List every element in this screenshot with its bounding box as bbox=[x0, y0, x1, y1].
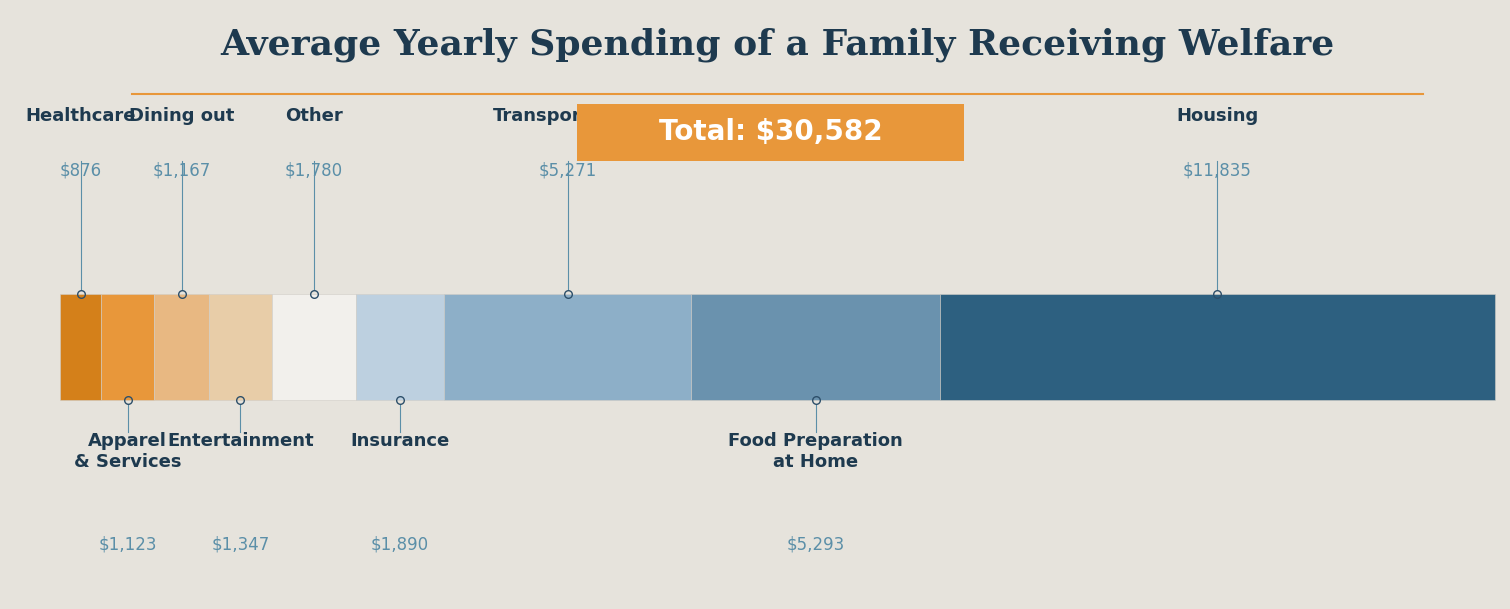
Bar bbox=[154, 294, 208, 401]
Bar bbox=[208, 294, 272, 401]
Text: Average Yearly Spending of a Family Receiving Welfare: Average Yearly Spending of a Family Rece… bbox=[220, 27, 1335, 62]
Text: Transportation: Transportation bbox=[494, 107, 642, 125]
Text: Healthcare: Healthcare bbox=[26, 107, 136, 125]
Text: Other: Other bbox=[285, 107, 343, 125]
Text: $11,835: $11,835 bbox=[1182, 161, 1252, 180]
Text: $1,347: $1,347 bbox=[211, 536, 270, 554]
Text: Housing: Housing bbox=[1176, 107, 1258, 125]
Bar bbox=[939, 294, 1495, 401]
Text: $1,167: $1,167 bbox=[153, 161, 211, 180]
Text: $1,890: $1,890 bbox=[371, 536, 429, 554]
FancyBboxPatch shape bbox=[577, 104, 963, 161]
Text: Dining out: Dining out bbox=[128, 107, 234, 125]
Text: $1,123: $1,123 bbox=[98, 536, 157, 554]
Text: Total: $30,582: Total: $30,582 bbox=[658, 119, 882, 146]
Text: $5,293: $5,293 bbox=[787, 536, 844, 554]
Text: Insurance: Insurance bbox=[350, 432, 450, 451]
Text: Entertainment: Entertainment bbox=[168, 432, 314, 451]
Bar bbox=[101, 294, 154, 401]
Text: Apparel
& Services: Apparel & Services bbox=[74, 432, 181, 471]
Text: $1,780: $1,780 bbox=[285, 161, 343, 180]
Bar bbox=[60, 294, 101, 401]
Text: $876: $876 bbox=[60, 161, 103, 180]
Bar bbox=[272, 294, 355, 401]
Bar bbox=[692, 294, 939, 401]
Bar bbox=[444, 294, 692, 401]
Bar bbox=[355, 294, 444, 401]
Text: Food Preparation
at Home: Food Preparation at Home bbox=[728, 432, 903, 471]
Text: $5,271: $5,271 bbox=[539, 161, 596, 180]
